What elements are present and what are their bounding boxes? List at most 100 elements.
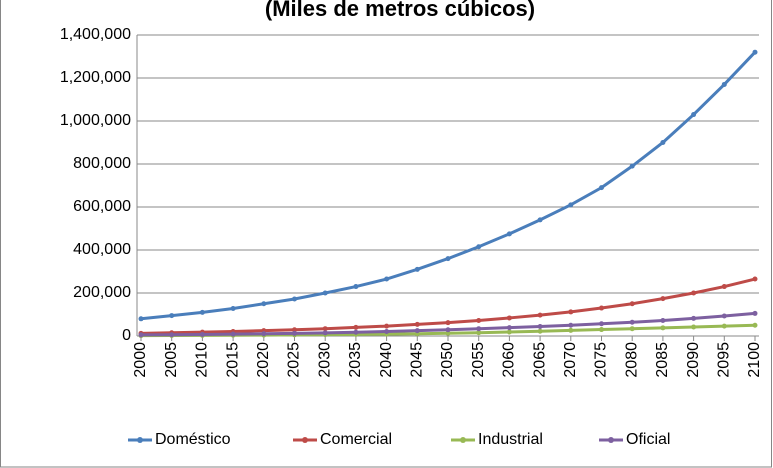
point-marker [230, 331, 236, 337]
point-marker [629, 319, 635, 325]
point-marker [599, 305, 604, 311]
legend-label: Doméstico [155, 431, 231, 448]
legend-item: Comercial [293, 431, 392, 448]
legend-label: Oficial [626, 431, 670, 448]
x-tick-label: 2040 [378, 342, 395, 378]
point-marker [599, 185, 604, 191]
point-marker [261, 331, 267, 337]
point-marker [568, 202, 574, 208]
chart-title: (Miles de metros cúbicos) [265, 0, 535, 21]
point-marker [353, 284, 359, 290]
x-tick-label: 2030 [316, 342, 333, 378]
legend-item: Industrial [451, 431, 543, 448]
legend-marker [302, 437, 308, 443]
point-marker [537, 217, 543, 223]
legend-marker [608, 437, 614, 443]
x-tick-label: 2055 [470, 342, 487, 378]
point-marker [660, 325, 666, 331]
point-marker [169, 313, 175, 319]
x-tick-label: 2075 [593, 342, 610, 378]
point-marker [691, 112, 697, 118]
point-marker [445, 256, 451, 262]
point-marker [322, 326, 328, 332]
point-marker [629, 163, 635, 169]
point-marker [752, 310, 758, 316]
y-tick-label: 600,000 [73, 198, 131, 215]
point-marker [506, 325, 512, 331]
y-tick-label: 400,000 [73, 241, 131, 258]
point-marker [445, 320, 451, 326]
legend-label: Industrial [478, 431, 543, 448]
point-marker [292, 327, 297, 333]
point-marker [691, 315, 697, 321]
x-tick-label: 2010 [194, 342, 211, 378]
point-marker [568, 309, 574, 315]
point-marker [629, 301, 635, 307]
y-tick-label: 800,000 [73, 155, 131, 172]
point-marker [537, 324, 543, 330]
x-tick-label: 2005 [163, 342, 180, 378]
legend-label: Comercial [320, 431, 392, 448]
point-marker [414, 266, 420, 272]
point-marker [629, 326, 635, 332]
y-tick-label: 0 [122, 327, 131, 344]
point-marker [752, 322, 758, 328]
point-marker [599, 327, 604, 333]
x-tick-label: 2070 [562, 342, 579, 378]
y-tick-label: 1,200,000 [60, 69, 131, 86]
x-tick-label: 2085 [654, 342, 671, 378]
x-tick-label: 2060 [501, 342, 518, 378]
legend-item: Oficial [599, 431, 670, 448]
legend-marker [460, 437, 466, 443]
point-marker [721, 313, 727, 319]
point-marker [660, 296, 666, 302]
point-marker [660, 318, 666, 324]
x-tick-label: 2100 [746, 342, 763, 378]
point-marker [691, 290, 697, 296]
point-marker [537, 328, 543, 334]
y-tick-label: 200,000 [73, 284, 131, 301]
point-marker [414, 328, 420, 334]
point-marker [445, 330, 451, 336]
point-marker [752, 276, 758, 282]
point-marker [506, 329, 512, 335]
point-marker [169, 332, 175, 338]
x-tick-label: 2090 [685, 342, 702, 378]
point-marker [476, 326, 482, 332]
point-marker [445, 327, 451, 333]
y-tick-label: 1,400,000 [60, 26, 131, 43]
x-tick-label: 2080 [623, 342, 640, 378]
point-marker [752, 49, 758, 55]
point-marker [199, 331, 205, 337]
point-marker [353, 329, 359, 335]
point-marker [476, 318, 482, 324]
y-tick-label: 1,000,000 [60, 112, 131, 129]
point-marker [292, 330, 297, 336]
x-tick-label: 2015 [224, 342, 241, 378]
point-marker [230, 305, 236, 311]
point-marker [568, 322, 574, 328]
point-marker [568, 327, 574, 333]
x-tick-label: 2020 [255, 342, 272, 378]
x-tick-label: 2095 [716, 342, 733, 378]
point-marker [691, 324, 697, 330]
point-marker [384, 276, 390, 282]
x-tick-label: 2065 [531, 342, 548, 378]
x-tick-label: 2045 [409, 342, 426, 378]
point-marker [721, 81, 727, 87]
point-marker [414, 321, 420, 327]
point-marker [138, 332, 144, 338]
x-tick-label: 2000 [132, 342, 149, 378]
x-tick-label: 2035 [347, 342, 364, 378]
point-marker [138, 316, 144, 322]
legend-marker [137, 437, 143, 443]
point-marker [292, 296, 297, 302]
point-marker [506, 231, 512, 237]
x-tick-label: 2025 [286, 342, 303, 378]
point-marker [199, 309, 205, 315]
point-marker [476, 330, 482, 336]
point-marker [537, 312, 543, 318]
x-tick-label: 2050 [439, 342, 456, 378]
